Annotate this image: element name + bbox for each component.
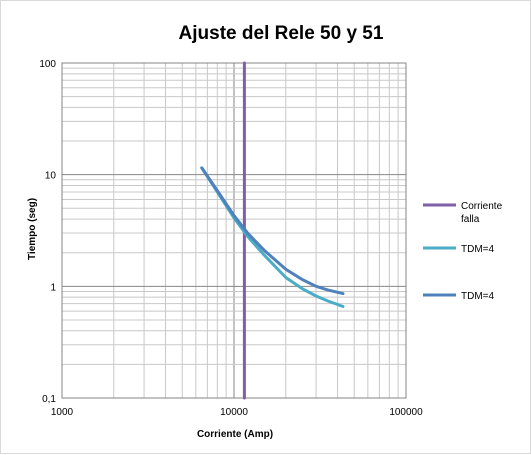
x-tick-label: 100000	[389, 407, 423, 418]
legend-label: TDM=4	[461, 291, 495, 302]
y-tick-label: 1	[50, 282, 56, 293]
series-line-3	[200, 166, 345, 296]
y-tick-label: 100	[39, 59, 56, 70]
series-group	[200, 61, 345, 400]
x-axis-label: Corriente (Amp)	[197, 429, 273, 440]
x-tick-label: 1000	[51, 407, 74, 418]
y-axis-ticks: 100 10 1 0,1	[39, 59, 56, 405]
grid	[61, 63, 406, 399]
legend-label: Corriente	[461, 201, 503, 212]
x-axis-ticks: 1000 10000 100000	[51, 407, 423, 418]
plot-area	[61, 62, 407, 399]
legend: Corriente falla TDM=4 TDM=4	[423, 201, 503, 302]
y-tick-label: 0,1	[42, 394, 56, 405]
y-tick-label: 10	[45, 171, 57, 182]
series-line-2	[200, 166, 345, 308]
y-axis-label: Tiempo (seg)	[27, 198, 38, 260]
chart-title: Ajuste del Rele 50 y 51	[179, 23, 384, 44]
x-tick-label: 10000	[220, 407, 248, 418]
legend-label: falla	[461, 214, 480, 225]
legend-label: TDM=4	[461, 244, 495, 255]
